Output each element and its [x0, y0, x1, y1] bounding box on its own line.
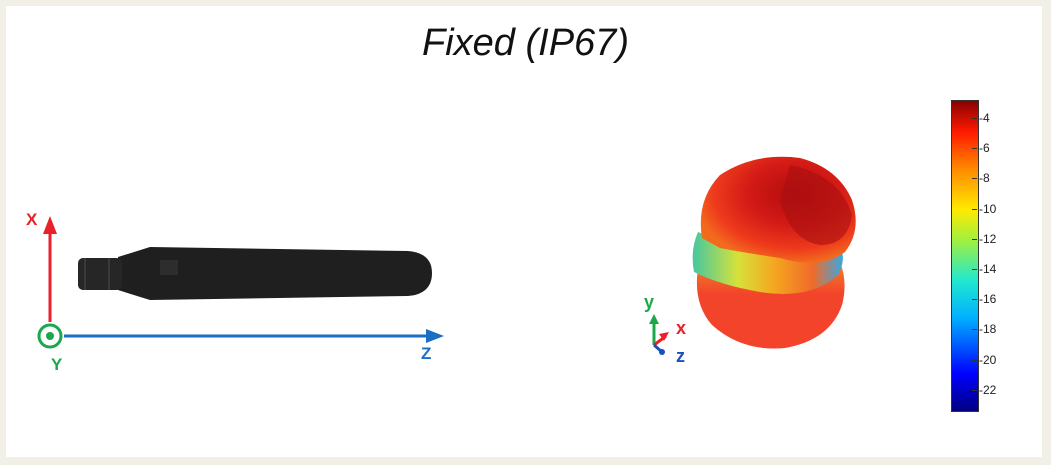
- colorbar-tick-mark: [972, 148, 977, 149]
- colorbar-tick-mark: [972, 390, 977, 391]
- colorbar-tick-mark: [972, 299, 977, 300]
- colorbar-tick-label: -6: [979, 141, 990, 155]
- colorbar-tick-label: -8: [979, 171, 990, 185]
- x-axis-label: X: [26, 210, 38, 229]
- mini-axes: [649, 314, 669, 355]
- antenna-icon: [78, 247, 432, 300]
- colorbar-tick-mark: [972, 269, 977, 270]
- colorbar-tick-mark: [972, 118, 977, 119]
- mini-y-axis-label: y: [644, 292, 655, 312]
- mini-z-axis-label: z: [676, 346, 685, 366]
- y-axis-out-of-page-icon: [37, 323, 63, 349]
- colorbar-tick-label: -14: [979, 262, 997, 276]
- x-axis-arrowhead: [43, 216, 57, 234]
- colorbar: [951, 100, 979, 412]
- colorbar-tick-label: -4: [979, 111, 990, 125]
- figure-title: Fixed (IP67): [422, 22, 629, 64]
- colorbar-tick-mark: [972, 329, 977, 330]
- radiation-pattern-3d: [692, 156, 856, 349]
- colorbar-tick-mark: [972, 209, 977, 210]
- y-axis-label: Y: [51, 355, 63, 374]
- mini-x-axis-label: x: [676, 318, 687, 338]
- z-axis-arrowhead: [426, 329, 444, 343]
- colorbar-tick-label: -12: [979, 232, 997, 246]
- colorbar-tick-label: -18: [979, 322, 997, 336]
- z-axis-label: Z: [421, 344, 432, 363]
- colorbar-tick-label: -10: [979, 202, 997, 216]
- colorbar-tick-mark: [972, 178, 977, 179]
- colorbar-tick-label: -20: [979, 353, 997, 367]
- colorbar-tick-label: -16: [979, 292, 997, 306]
- colorbar-tick-mark: [972, 239, 977, 240]
- colorbar-tick-mark: [972, 360, 977, 361]
- colorbar-tick-label: -22: [979, 383, 997, 397]
- figure-panel: [6, 6, 1042, 457]
